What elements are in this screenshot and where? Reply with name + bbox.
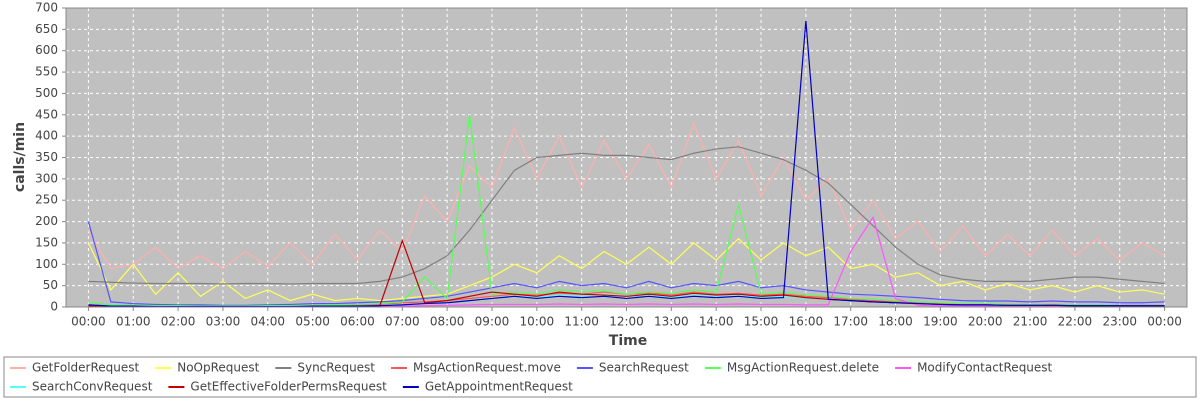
x-tick-label: 06:00	[340, 315, 375, 329]
x-tick-label: 15:00	[744, 315, 779, 329]
x-tick-label: 14:00	[699, 315, 734, 329]
x-tick-label: 22:00	[1058, 315, 1093, 329]
y-axis-title: calls/min	[12, 122, 28, 192]
x-tick-label: 12:00	[609, 315, 644, 329]
legend-label: SearchConvRequest	[32, 380, 153, 394]
y-tick-label: 400	[35, 129, 58, 143]
x-axis-title: Time	[609, 333, 647, 349]
legend	[3, 356, 1197, 398]
x-tick-label: 18:00	[878, 315, 913, 329]
legend-label: MsgActionRequest.delete	[727, 361, 879, 375]
x-tick-label: 21:00	[1013, 315, 1048, 329]
series-line	[87, 121, 1165, 270]
legend-label: GetEffectiveFolderPermsRequest	[190, 380, 387, 394]
y-tick-label: 550	[35, 65, 58, 79]
y-tick-label: 150	[35, 235, 58, 249]
x-tick-label: 09:00	[475, 315, 510, 329]
y-tick-label: 350	[35, 150, 58, 164]
x-tick-label: 10:00	[520, 315, 555, 329]
x-tick-label: 11:00	[564, 315, 599, 329]
legend-label: SearchRequest	[599, 361, 689, 375]
legend-label: GetFolderRequest	[32, 361, 140, 375]
y-tick-label: 200	[35, 214, 58, 228]
y-tick-label: 700	[35, 1, 58, 15]
x-tick-label: 19:00	[923, 315, 958, 329]
x-tick-label: 07:00	[385, 315, 420, 329]
x-tick-label: 20:00	[968, 315, 1003, 329]
legend-label: ModifyContactRequest	[917, 361, 1052, 375]
x-tick-label: 04:00	[250, 315, 285, 329]
x-tick-label: 00:00	[1147, 315, 1182, 329]
series-line	[88, 114, 1165, 307]
x-tick-label: 08:00	[430, 315, 465, 329]
legend-label: SyncRequest	[297, 361, 375, 375]
y-tick-label: 600	[35, 43, 58, 57]
x-tick-label: 23:00	[1102, 315, 1137, 329]
y-tick-label: 0	[50, 300, 58, 314]
x-tick-label: 03:00	[206, 315, 241, 329]
y-tick-label: 450	[35, 107, 58, 121]
y-tick-label: 50	[43, 278, 58, 292]
series-line	[87, 237, 1165, 302]
y-tick-label: 100	[35, 257, 58, 271]
y-tick-label: 650	[35, 22, 58, 36]
x-tick-label: 05:00	[295, 315, 330, 329]
legend-label: MsgActionRequest.move	[413, 361, 561, 375]
x-tick-label: 16:00	[789, 315, 824, 329]
x-tick-label: 02:00	[161, 315, 196, 329]
legend-label: GetAppointmentRequest	[425, 380, 573, 394]
legend-label: NoOpRequest	[177, 361, 259, 375]
y-tick-label: 300	[35, 171, 58, 185]
x-tick-label: 17:00	[833, 315, 868, 329]
y-tick-label: 500	[35, 86, 58, 100]
x-tick-label: 13:00	[654, 315, 689, 329]
x-tick-label: 00:00	[71, 315, 106, 329]
x-tick-label: 01:00	[116, 315, 151, 329]
series-line	[87, 221, 1165, 306]
y-tick-label: 250	[35, 193, 58, 207]
series-line	[88, 146, 1165, 285]
